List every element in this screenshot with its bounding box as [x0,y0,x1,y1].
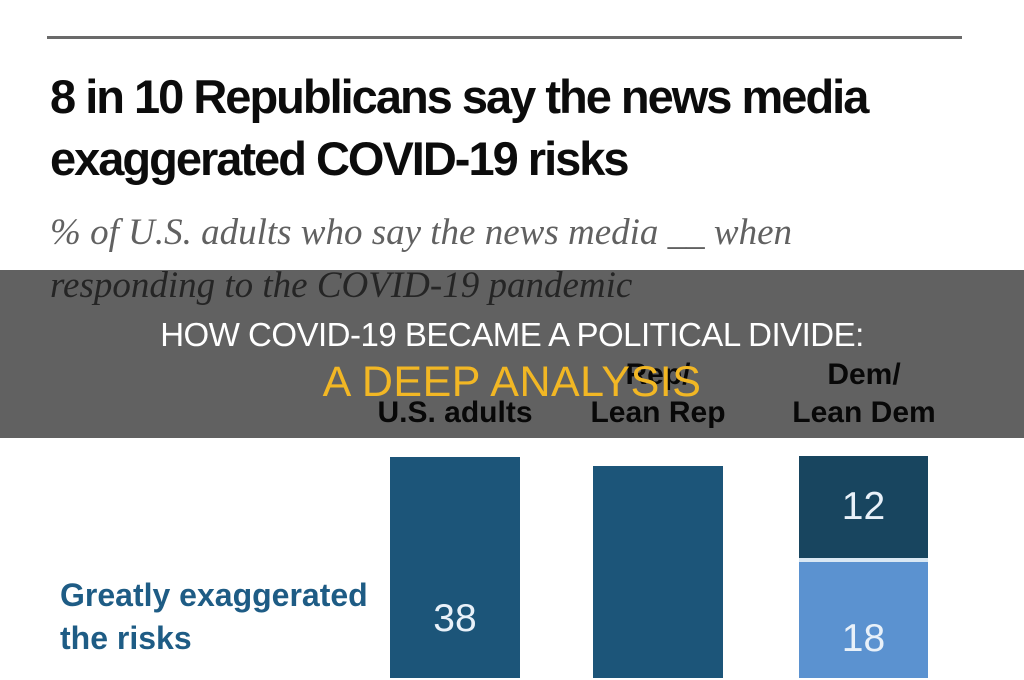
bar-dem-lean-dem: 12 18 [799,456,928,678]
top-rule-divider [47,36,962,39]
bar-value-dem-light: 18 [841,616,886,660]
bar-dem-segment-greatly-exaggerated: 12 [799,456,928,558]
bar-dem-segment-light: 18 [799,562,928,678]
bar-value-dem-dark: 12 [841,485,886,528]
chart-title-line2: exaggerated COVID-19 risks [50,132,630,185]
chart-title-line1: 8 in 10 Republicans say the news media [50,70,869,123]
bar-value-us-adults: 38 [433,596,477,640]
row-label-greatly-exaggerated: Greatly exaggerated the risks [60,577,368,656]
banner-headline: HOW COVID-19 BECAME A POLITICAL DIVIDE: [160,316,864,353]
bar-us-adults: 38 [390,457,520,678]
banner-subheadline: A DEEP ANALYSIS [322,358,702,406]
chart-subtitle-line1: % of U.S. adults who say the news media … [50,212,793,253]
chart-title: 8 in 10 Republicans say the news media e… [50,66,869,190]
banner-overlay: HOW COVID-19 BECAME A POLITICAL DIVIDE: … [0,270,1024,438]
bar-us-adults-segment-greatly-exaggerated: 38 [390,457,520,680]
bar-dem-segment-divider [799,558,928,562]
bar-rep-lean-rep [593,466,723,678]
